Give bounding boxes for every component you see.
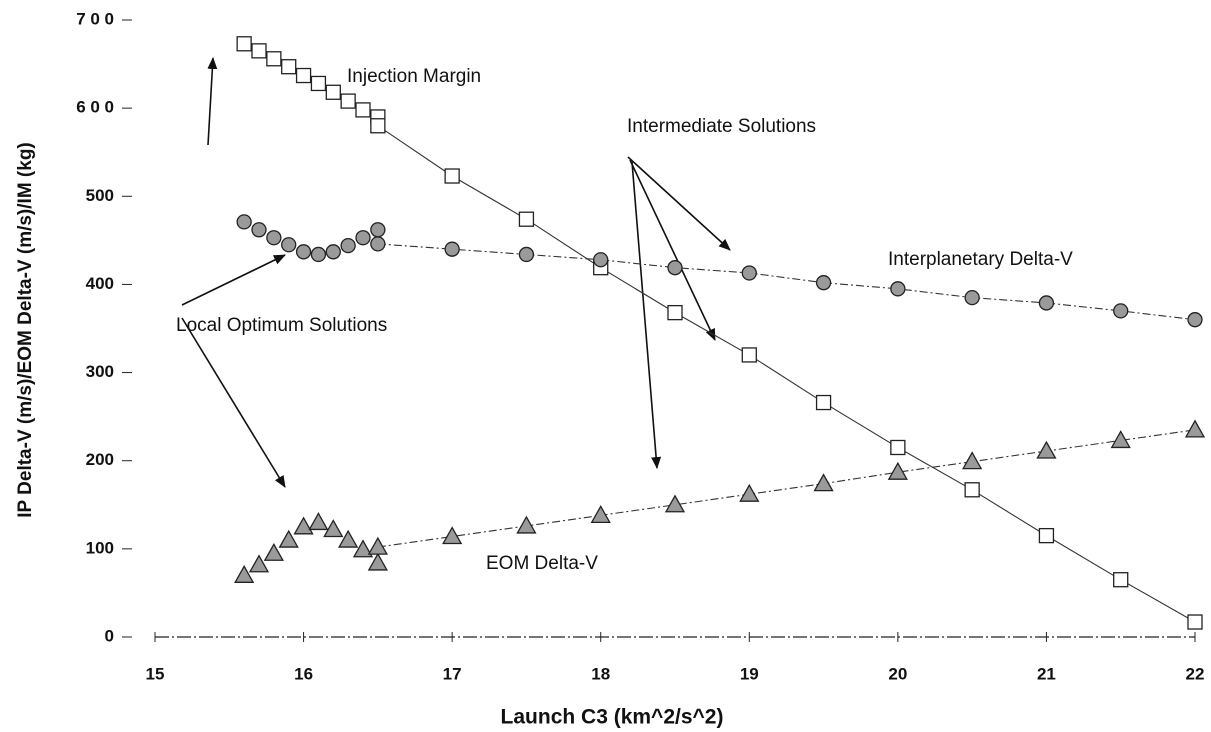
x-tick-label: 22: [1186, 664, 1205, 683]
annotation: Intermediate Solutions: [627, 116, 816, 137]
point: [236, 36, 252, 52]
arrow: [629, 159, 716, 341]
annotation: Interplanetary Delta-V: [888, 249, 1073, 270]
y-tick-label: 500: [86, 186, 114, 205]
y-tick-label: 100: [86, 538, 114, 557]
point: [1038, 295, 1055, 311]
point: [266, 51, 282, 67]
point: [1110, 430, 1131, 449]
point: [248, 554, 270, 573]
point: [355, 230, 371, 246]
point: [367, 552, 388, 571]
x-tick-label: 21: [1037, 664, 1056, 683]
series-line: [377, 243, 1196, 321]
point: [964, 482, 980, 498]
point: [281, 237, 297, 253]
series-line: [377, 429, 1196, 548]
point: [251, 43, 267, 59]
y-tick-label: 6 0 0: [76, 98, 114, 117]
point: [964, 289, 980, 306]
point: [815, 275, 832, 291]
y-axis-title: IP Delta-V (m/s)/EOM Delta-V (m/s)/IM (k…: [15, 142, 36, 517]
point: [367, 536, 388, 555]
point: [1038, 527, 1055, 544]
point: [236, 214, 252, 230]
point: [266, 230, 282, 246]
arrow: [181, 317, 286, 488]
point: [739, 483, 760, 502]
point: [340, 93, 356, 109]
x-tick-label: 18: [591, 664, 610, 683]
point: [370, 222, 386, 238]
point: [590, 505, 611, 524]
arrow: [631, 161, 662, 469]
point: [664, 494, 686, 513]
y-tick-label: 0: [105, 626, 114, 645]
point: [518, 211, 535, 227]
annotation: EOM Delta-V: [486, 553, 598, 574]
point: [352, 539, 374, 558]
y-tick-label: 400: [86, 274, 114, 293]
point: [340, 237, 356, 254]
point: [370, 118, 386, 134]
point: [1113, 572, 1129, 588]
point: [355, 102, 371, 118]
point: [1187, 614, 1203, 630]
point: [1036, 440, 1057, 459]
point: [444, 241, 460, 257]
arrows: [181, 57, 731, 488]
y-tick-label: 300: [86, 362, 114, 381]
point: [370, 236, 386, 252]
point: [813, 473, 834, 492]
point: [323, 519, 344, 538]
point: [1113, 303, 1129, 319]
point: [518, 246, 535, 263]
point: [1187, 312, 1203, 328]
point: [308, 512, 329, 531]
point: [815, 394, 832, 411]
point: [234, 564, 255, 583]
point: [295, 67, 312, 84]
point: [890, 439, 906, 456]
point: [310, 75, 327, 92]
x-tick-label: 20: [888, 664, 907, 683]
point: [516, 515, 537, 534]
series-line: [377, 125, 1196, 623]
point: [293, 516, 314, 535]
x-axis-title: Launch C3 (km^2/s^2): [501, 706, 724, 729]
point: [890, 281, 906, 297]
arrow: [207, 57, 218, 146]
point: [667, 304, 683, 321]
point: [263, 542, 284, 561]
point: [310, 246, 327, 263]
x-tick-label: 17: [443, 664, 462, 683]
arrow: [627, 156, 731, 251]
point: [281, 59, 297, 75]
point: [444, 168, 460, 184]
x-tick-label: 15: [146, 664, 165, 683]
annotation: Injection Margin: [347, 66, 481, 87]
point: [278, 529, 299, 548]
point: [741, 347, 757, 363]
point: [442, 526, 463, 545]
point: [962, 451, 983, 470]
point: [251, 222, 267, 238]
point: [887, 461, 908, 480]
point: [295, 244, 312, 260]
arrow: [181, 254, 286, 306]
point: [325, 84, 341, 100]
point: [593, 252, 609, 268]
point: [325, 244, 341, 260]
x-tick-label: 19: [740, 664, 759, 683]
point: [741, 265, 757, 281]
point: [667, 260, 683, 276]
point: [338, 529, 359, 548]
y-tick-label: 200: [86, 450, 114, 469]
annotation: Local Optimum Solutions: [176, 315, 387, 336]
x-tick-label: 16: [294, 664, 313, 683]
point: [1184, 419, 1206, 438]
y-tick-label: 7 0 0: [76, 9, 114, 28]
